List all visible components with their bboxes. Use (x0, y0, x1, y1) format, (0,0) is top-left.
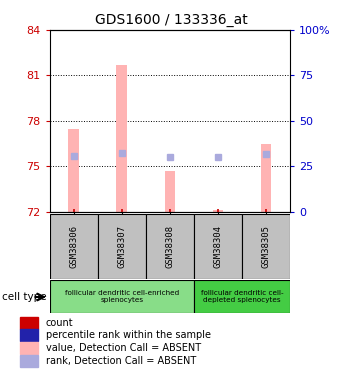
Text: value, Detection Call = ABSENT: value, Detection Call = ABSENT (46, 344, 201, 353)
Bar (20, 356, 38, 368)
Bar (146, 214, 194, 279)
Bar (20, 342, 38, 354)
Bar (98, 214, 146, 279)
Bar (194, 280, 290, 313)
Bar (165, 171, 175, 212)
Bar (242, 214, 290, 279)
Bar (117, 65, 127, 212)
Text: count: count (46, 318, 74, 328)
Bar (50, 214, 98, 279)
Text: percentile rank within the sample: percentile rank within the sample (46, 330, 211, 340)
Text: GSM38304: GSM38304 (213, 225, 222, 268)
Text: GSM38306: GSM38306 (69, 225, 78, 268)
Text: GSM38308: GSM38308 (165, 225, 174, 268)
Bar (261, 144, 271, 212)
Bar (20, 317, 38, 329)
Text: follicular dendritic cell-
depleted splenocytes: follicular dendritic cell- depleted sple… (201, 290, 283, 303)
Text: cell type: cell type (2, 292, 46, 302)
Bar (20, 329, 38, 341)
Bar (50, 280, 194, 313)
Bar (213, 210, 223, 212)
Bar (194, 214, 242, 279)
Text: GSM38307: GSM38307 (117, 225, 126, 268)
Bar (69, 129, 79, 212)
Text: GSM38305: GSM38305 (261, 225, 270, 268)
Text: GDS1600 / 133336_at: GDS1600 / 133336_at (95, 13, 248, 27)
Text: follicular dendritic cell-enriched
splenocytes: follicular dendritic cell-enriched splen… (64, 290, 179, 303)
Text: rank, Detection Call = ABSENT: rank, Detection Call = ABSENT (46, 357, 196, 366)
